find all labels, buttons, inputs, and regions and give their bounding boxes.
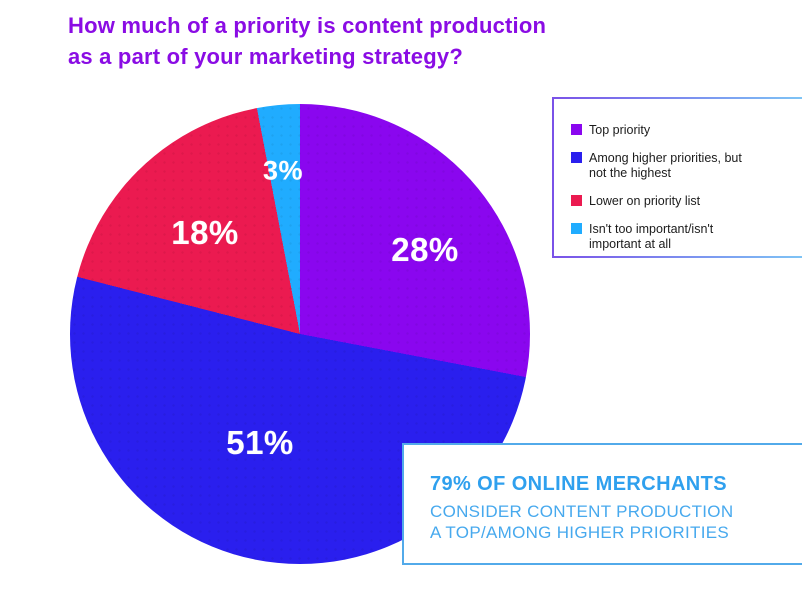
legend: Top priority Among higher priorities, bu…	[552, 97, 802, 258]
legend-swatch-not-important	[571, 223, 582, 234]
callout-subline-1: CONSIDER CONTENT PRODUCTION	[430, 502, 734, 521]
chart-title-line2: as a part of your marketing strategy?	[68, 44, 463, 69]
legend-swatch-lower-on-priority-list	[571, 195, 582, 206]
slice-label-among-higher-priorities: 51%	[226, 424, 294, 461]
legend-label-among-higher-priorities: Among higher priorities, but not the hig…	[589, 151, 742, 180]
callout-headline: 79% OF ONLINE MERCHANTS	[430, 473, 728, 495]
callout-subline-2: A TOP/AMONG HIGHER PRIORITIES	[430, 523, 730, 542]
legend-swatch-among-higher-priorities	[571, 152, 582, 163]
legend-label-lower-on-priority-list: Lower on priority list	[589, 194, 701, 208]
legend-item-lower-on-priority-list: Lower on priority list	[571, 194, 802, 209]
slice-label-top-priority: 28%	[391, 231, 459, 268]
legend-item-top-priority: Top priority	[571, 123, 802, 138]
callout-box: 79% OF ONLINE MERCHANTS CONSIDER CONTENT…	[402, 443, 802, 565]
legend-label-top-priority: Top priority	[589, 123, 651, 137]
chart-title-line1: How much of a priority is content produc…	[68, 13, 547, 38]
legend-swatch-top-priority	[571, 124, 582, 135]
legend-item-not-important: Isn't too important/isn't important at a…	[571, 222, 802, 252]
chart-title: How much of a priority is content produc…	[68, 10, 546, 72]
legend-label-not-important: Isn't too important/isn't important at a…	[589, 222, 714, 251]
slice-label-lower-on-priority-list: 18%	[171, 214, 239, 251]
legend-item-among-higher-priorities: Among higher priorities, but not the hig…	[571, 151, 802, 181]
slice-label-not-important: 3%	[262, 155, 304, 186]
